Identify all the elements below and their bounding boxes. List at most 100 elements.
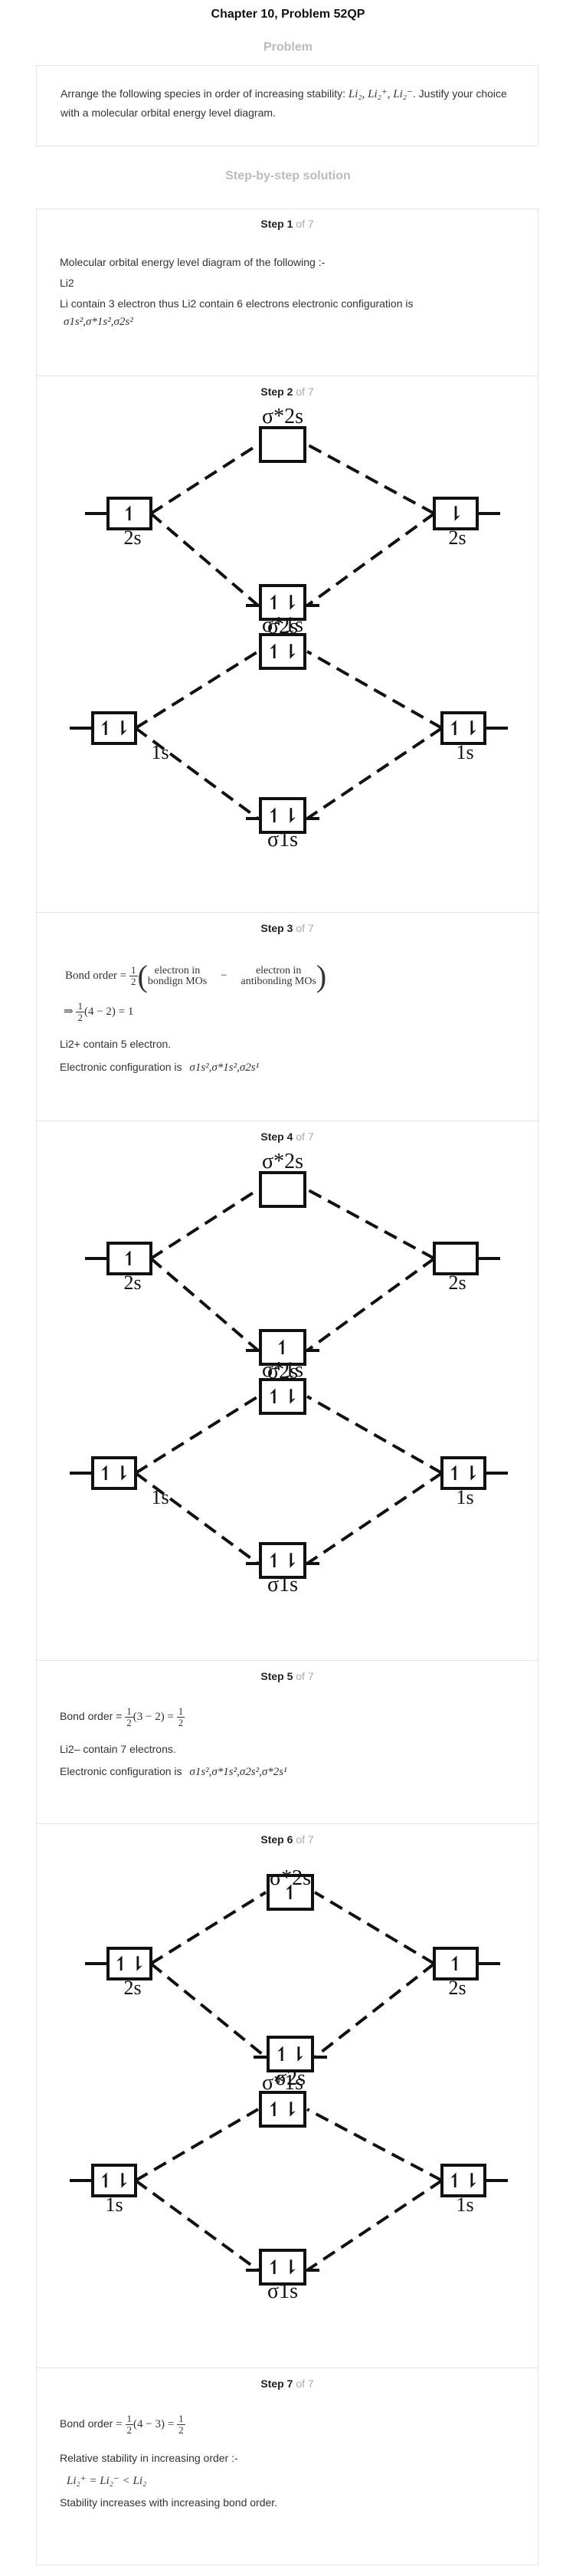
step-3: Step 3 of 7 Bond order = 1 2(electron in b… — [36, 912, 538, 1121]
step-6-heading: Step 6 of 7 — [260, 1833, 314, 1846]
right-atomic-orbital — [433, 497, 479, 530]
left-atomic-orbital — [91, 2164, 137, 2197]
page-title: Chapter 10, Problem 52QP — [211, 8, 365, 21]
correlation-line — [306, 650, 443, 730]
correlation-line — [306, 1257, 436, 1352]
step-3-heading: Step 3 of 7 — [260, 922, 314, 934]
correlation-line — [149, 1891, 267, 1965]
step-6: Step 6 of 7 ↿⇂ ↿ ↿ ↿⇂ σ*2s σ2s 2s 2s ↿⇂ ↿⇂ ↿⇂ ↿⇂ σ*1… — [36, 1823, 538, 2368]
step-7-order: Li₂⁺ = Li₂⁻ < Li₂ — [67, 2475, 147, 2487]
bonding-label: σ1s — [267, 828, 298, 852]
step-2: Step 2 of 7 ↿ ⇂ ↿⇂ σ*2s σ2s 2s 2s ↿⇂ ↿⇂ ↿⇂ ↿⇂ σ*1s σ… — [36, 376, 538, 912]
correlation-line — [149, 512, 260, 607]
left-ao-label: 1s — [105, 2194, 123, 2216]
problem-species: Li₂, Li₂⁺, Li₂⁻ — [348, 88, 413, 100]
right-atomic-orbital-electrons: ↿⇂ — [447, 2170, 480, 2192]
antibonding-orbital — [259, 2091, 306, 2128]
right-atomic-orbital-electrons: ↿⇂ — [447, 1462, 480, 1485]
correlation-line — [306, 2179, 443, 2272]
left-ao-label: 1s — [151, 1486, 169, 1508]
right-ao-label: 2s — [448, 1977, 466, 1999]
step-4-heading: Step 4 of 7 — [260, 1130, 314, 1143]
left-atomic-orbital — [106, 497, 152, 530]
right-atomic-orbital — [433, 1947, 479, 1980]
left-atomic-orbital-electrons: ↿ — [121, 1248, 138, 1270]
correlation-line — [134, 727, 260, 820]
left-atomic-orbital — [106, 1947, 152, 1980]
correlation-line — [149, 1188, 260, 1260]
left-ao-label: 2s — [123, 527, 141, 549]
bonding-orbital-electrons: ↿⇂ — [266, 1550, 299, 1572]
correlation-line — [134, 2108, 260, 2182]
bonding-orbital-electrons: ↿⇂ — [266, 592, 299, 614]
step-5-line-1: Li2– contain 7 electrons. — [60, 1743, 176, 1755]
bonding-orbital-electrons: ↿⇂ — [266, 2256, 299, 2279]
correlation-line — [134, 1395, 260, 1475]
antibonding-orbital-electrons: ↿ — [282, 1882, 299, 1904]
antibonding-label: σ*2s — [262, 1150, 303, 1173]
divider — [36, 1823, 538, 1824]
correlation-line — [149, 1962, 267, 2059]
step-7-line-1: Relative stability in increasing order :… — [60, 2452, 238, 2464]
antibonding-orbital — [259, 1378, 306, 1415]
solution-heading: Step-by-step solution — [225, 169, 351, 182]
bonding-orbital-electrons: ↿⇂ — [273, 2043, 307, 2066]
correlation-line — [306, 1395, 443, 1475]
correlation-line — [313, 1962, 436, 2059]
correlation-line — [306, 443, 435, 515]
step-1-heading: Step 1 of 7 — [260, 218, 314, 230]
left-ao-label: 2s — [123, 1977, 141, 1999]
left-atomic-orbital-electrons: ↿⇂ — [113, 1953, 146, 1975]
antibonding-label: σ*1s — [262, 613, 303, 637]
antibonding-orbital-electrons: ↿⇂ — [266, 1386, 299, 1408]
bonding-orbital-electrons: ↿⇂ — [266, 805, 299, 827]
bonding-orbital — [267, 2036, 314, 2072]
right-atomic-orbital — [440, 2164, 486, 2197]
bonding-label: σ1s — [267, 2279, 298, 2303]
step-1: Step 1 of 7 Molecular orbital energy lev… — [36, 208, 538, 376]
bonding-orbital — [259, 584, 306, 621]
left-atomic-orbital-electrons: ↿ — [121, 503, 138, 525]
correlation-line — [134, 650, 260, 730]
bonding-label: σ2s — [275, 2066, 306, 2090]
correlation-line — [134, 1472, 260, 1565]
right-atomic-orbital-electrons: ↿⇂ — [447, 717, 480, 740]
correlation-line — [306, 1188, 435, 1260]
antibonding-orbital-electrons: ↿⇂ — [266, 2099, 299, 2121]
right-atomic-orbital — [440, 1456, 486, 1490]
antibonding-label: σ*1s — [262, 2071, 303, 2095]
antibonding-label: σ*2s — [262, 405, 303, 428]
right-ao-label: 1s — [456, 1486, 473, 1508]
correlation-line — [306, 1472, 443, 1565]
antibonding-orbital-electrons: ↿⇂ — [266, 641, 299, 663]
right-ao-label: 1s — [456, 2194, 473, 2216]
step-4: Step 4 of 7 ↿ ↿ σ*2s σ2s 2s 2s ↿⇂ ↿⇂ ↿⇂ ↿⇂ σ*1s σ1s… — [36, 1121, 538, 1660]
bonding-label: σ1s — [267, 1573, 298, 1596]
correlation-line — [149, 1257, 260, 1352]
bonding-orbital — [259, 1329, 306, 1366]
step-3-bond-order: Bond order = 1 2(electron in bondign MOs −… — [65, 959, 327, 993]
right-ao-label: 2s — [448, 527, 466, 549]
antibonding-label: σ*2s — [270, 1866, 311, 1890]
correlation-line — [313, 1891, 436, 1965]
antibonding-orbital — [259, 1171, 306, 1208]
divider — [36, 912, 538, 913]
left-ao-label: 1s — [151, 741, 169, 763]
left-atomic-orbital-electrons: ↿⇂ — [97, 2170, 131, 2192]
antibonding-orbital — [267, 1874, 314, 1911]
correlation-line — [306, 512, 436, 607]
bonding-orbital-electrons: ↿ — [274, 1337, 291, 1359]
correlation-line — [306, 727, 443, 820]
right-ao-label: 1s — [456, 741, 473, 763]
right-atomic-orbital — [440, 711, 486, 745]
step-1-line-3: Li contain 3 electron thus Li2 contain 6… — [60, 297, 414, 310]
bonding-orbital — [259, 797, 306, 834]
antibonding-label: σ*1s — [262, 1358, 303, 1382]
right-atomic-orbital — [433, 1242, 479, 1275]
left-atomic-orbital-electrons: ↿⇂ — [97, 1462, 131, 1485]
step-1-line-2: Li2 — [60, 277, 74, 289]
